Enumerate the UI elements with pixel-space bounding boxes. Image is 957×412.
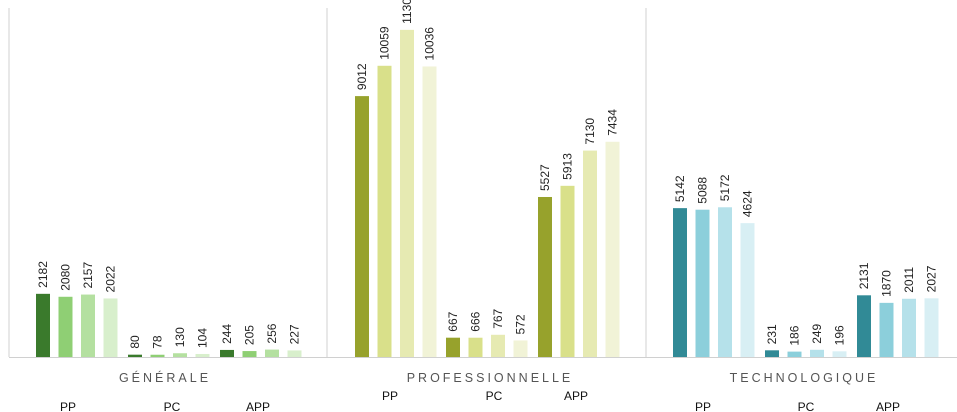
group-label: APP [246, 400, 270, 412]
data-label: 767 [491, 308, 505, 328]
bar [695, 209, 710, 357]
bar [36, 293, 50, 357]
bar [491, 334, 505, 357]
bar [787, 351, 802, 357]
bar [879, 302, 894, 357]
group-label: PC [798, 400, 815, 412]
bar [81, 294, 95, 357]
data-label: 5172 [718, 174, 732, 201]
data-label: 256 [265, 323, 279, 343]
bar [718, 207, 732, 357]
bar [287, 350, 302, 357]
panel-title: PROFESSIONNELLE [407, 371, 574, 385]
group-label: PP [382, 389, 398, 403]
bar [195, 353, 210, 357]
data-label: 2022 [104, 265, 118, 292]
bar [377, 65, 392, 358]
data-label: 80 [128, 335, 142, 349]
bar [422, 66, 437, 358]
data-label: 2080 [59, 264, 73, 291]
bar [857, 295, 871, 357]
data-label: 2027 [925, 265, 939, 292]
bar [128, 354, 142, 357]
data-label: 104 [196, 328, 210, 348]
group-label: APP [564, 389, 588, 403]
data-label: 4624 [741, 190, 755, 217]
group-label: PP [695, 400, 711, 412]
group-label: APP [876, 400, 900, 412]
panel-title: GÉNÉRALE [119, 370, 211, 385]
panel-title: TECHNOLOGIQUE [730, 371, 879, 385]
data-label: 5088 [696, 177, 710, 204]
data-label: 205 [243, 325, 257, 345]
data-label: 196 [833, 325, 847, 345]
group-label: PC [486, 389, 503, 403]
bar [583, 150, 597, 357]
data-label: 5527 [538, 164, 552, 191]
data-label: 2182 [36, 261, 50, 288]
data-label: 130 [173, 327, 187, 347]
data-label: 2157 [81, 262, 95, 289]
data-label: 572 [514, 314, 528, 334]
bar [58, 296, 73, 357]
data-label: 78 [151, 335, 165, 349]
data-label: 2011 [902, 267, 916, 293]
bar [242, 351, 257, 357]
bar [673, 208, 687, 357]
data-label: 7130 [583, 118, 597, 145]
bar [740, 223, 755, 357]
data-label: 10059 [378, 26, 392, 60]
bar [605, 141, 620, 357]
bar [150, 354, 165, 357]
bar [400, 29, 414, 358]
bar [468, 337, 483, 357]
bar [902, 298, 916, 357]
data-label: 5913 [561, 153, 575, 180]
data-label: 249 [810, 323, 824, 343]
data-label: 1870 [880, 270, 894, 297]
data-label: 10036 [423, 27, 437, 61]
bar [765, 350, 779, 357]
bar [832, 351, 847, 357]
data-label: 667 [446, 311, 460, 331]
bar [173, 353, 187, 357]
bar [513, 340, 528, 357]
bar [355, 96, 369, 357]
bar [538, 196, 552, 357]
data-label: 7434 [606, 109, 620, 136]
bar [103, 298, 118, 357]
data-label: 666 [469, 311, 483, 331]
data-label: 227 [288, 324, 302, 344]
bar [810, 349, 824, 357]
data-label: 231 [765, 324, 779, 344]
group-label: PP [60, 400, 76, 412]
bar [265, 349, 279, 357]
data-label: 5142 [673, 175, 687, 202]
group-label: PC [164, 400, 181, 412]
data-label: 186 [788, 325, 802, 345]
bar [220, 349, 234, 357]
bar [560, 185, 575, 357]
bar [924, 298, 939, 357]
data-label: 244 [220, 324, 234, 344]
data-label: 11300 [400, 0, 414, 24]
bar [446, 337, 460, 357]
data-label: 2131 [857, 262, 871, 289]
data-label: 9012 [355, 63, 369, 90]
